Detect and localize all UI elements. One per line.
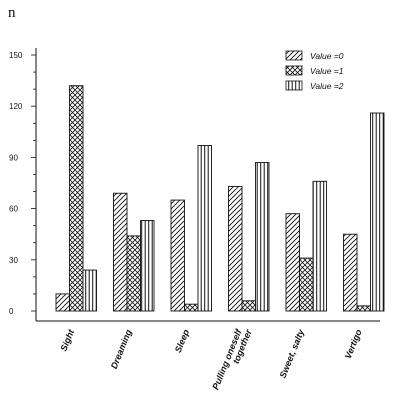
legend-label-0: Value =0 [310, 51, 344, 61]
y-axis-label: n [8, 5, 16, 21]
bar-0-0 [55, 293, 70, 312]
bar-2-5 [370, 112, 385, 312]
legend-swatch-2 [285, 80, 303, 91]
bar-1-4 [299, 257, 314, 312]
bar-0-4 [285, 213, 300, 312]
bar-1-1 [126, 235, 141, 312]
bar-2-4 [312, 180, 327, 312]
y-tick-label: 30 [9, 256, 18, 265]
y-tick-label: 120 [9, 102, 23, 111]
y-tick-label: 90 [9, 153, 18, 162]
legend: Value =0 Value =1 Value =2 [285, 50, 344, 91]
category-labels: Sight Dreaming Sleep Pulling oneselftogethe… [58, 327, 363, 391]
legend-swatch-1 [285, 65, 303, 76]
category-label: Sight [58, 327, 76, 353]
bar-0-5 [343, 233, 358, 312]
bar-0-2 [170, 199, 185, 312]
bar-2-1 [140, 220, 155, 312]
legend-label-1: Value =1 [310, 66, 344, 76]
bar-1-5 [356, 305, 371, 312]
bar-2-2 [197, 145, 212, 312]
bar-0-1 [113, 192, 128, 312]
category-label: Sleep [173, 328, 191, 354]
bar-2-3 [255, 162, 270, 312]
legend-swatch-0 [285, 50, 303, 61]
bar-1-3 [241, 300, 256, 312]
category-label: Dreaming [109, 328, 134, 371]
bar-1-0 [69, 85, 84, 312]
bar-1-2 [184, 303, 199, 312]
legend-label-2: Value =2 [310, 81, 344, 91]
y-tick-label: 60 [9, 205, 18, 214]
bar-2-0 [82, 269, 97, 312]
bars [55, 85, 385, 312]
y-tick-label: 150 [9, 51, 23, 60]
bar-0-3 [228, 185, 243, 312]
axes: 0 30 60 90 120 150 [9, 48, 380, 322]
category-label: Sweet, salty [278, 327, 307, 379]
category-label: Vertigo [343, 328, 364, 361]
y-tick-label: 0 [9, 307, 14, 316]
